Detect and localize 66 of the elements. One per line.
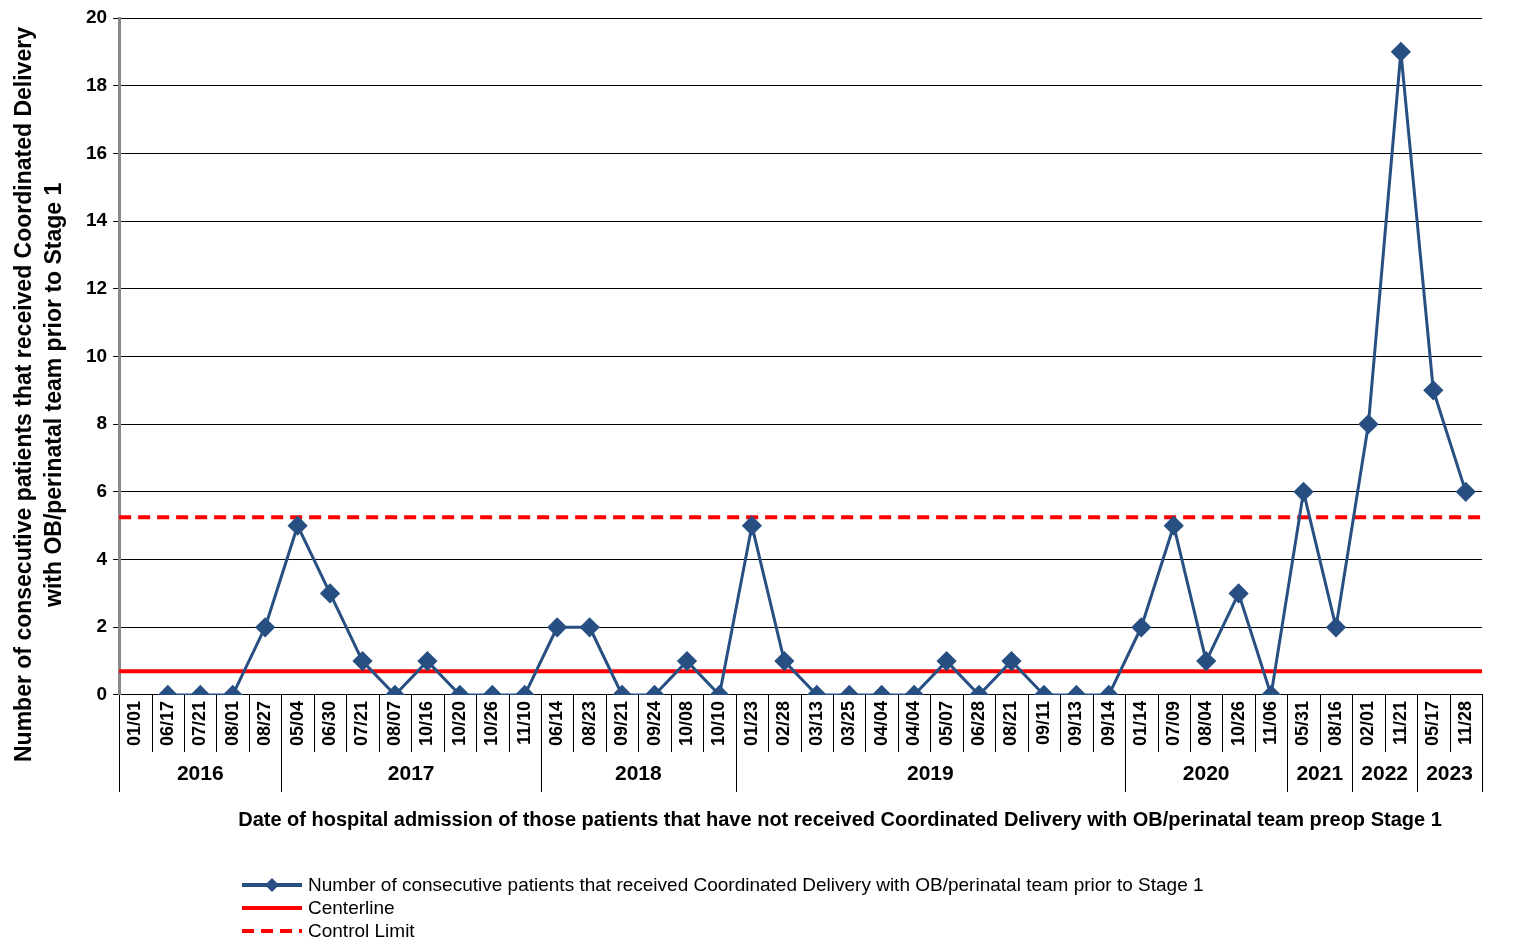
- y-tick-label: 18: [85, 73, 108, 95]
- x-tick-label: 08/16: [1324, 700, 1345, 746]
- x-tick-label: 08/07: [383, 700, 404, 746]
- legend-label: Number of consecutive patients that received Coordinated Delivery with OB/perinatal team prior to Stage 1: [308, 873, 1204, 896]
- y-tick-label: 10: [85, 344, 108, 366]
- x-axis-title: Date of hospital admission of those patients that have not received Coordinated Delivery with OB/perinatal team preop Stage 1: [237, 807, 1443, 832]
- x-tick-label: 11/06: [1260, 700, 1281, 746]
- y-tick-label: 0: [96, 683, 108, 705]
- x-tick-label: 09/14: [1097, 700, 1118, 746]
- text: 2017: [387, 760, 435, 784]
- x-tick-label: 09/21: [611, 700, 632, 746]
- x-tick-label: 01/01: [124, 700, 145, 746]
- x-tick-label: 08/27: [254, 700, 275, 746]
- text: 2016: [176, 760, 224, 784]
- x-tick-label: 10/16: [416, 700, 437, 746]
- x-tick-label: 08/23: [578, 700, 599, 746]
- x-tick-label: 10/08: [675, 700, 696, 746]
- legend-label: Control Limit: [308, 919, 415, 942]
- x-tick-label: 06/17: [156, 700, 177, 746]
- y-tick-label: 6: [96, 480, 108, 502]
- x-tick-label: 03/13: [805, 700, 826, 746]
- y-tick-label: 16: [85, 141, 108, 163]
- x-tick-label: 05/17: [1422, 700, 1443, 746]
- x-tick-label: 10/26: [481, 700, 502, 746]
- x-tick-label: 08/04: [1195, 700, 1216, 746]
- y-tick-label: 20: [85, 6, 108, 28]
- text: 2022: [1361, 760, 1409, 784]
- x-tick-label: 04/04: [870, 700, 891, 746]
- y-tick-label: 2: [96, 615, 108, 637]
- text: 2021: [1296, 760, 1344, 784]
- x-tick-label: 07/21: [189, 700, 210, 746]
- text: 2019: [907, 760, 954, 784]
- y-tick-label: 8: [96, 412, 108, 434]
- x-tick-label: 10/10: [708, 700, 729, 746]
- x-tick-label: 01/14: [1130, 700, 1151, 746]
- x-tick-label: 05/07: [935, 700, 956, 746]
- x-tick-label: 10/26: [1227, 700, 1248, 746]
- text: 2020: [1182, 760, 1230, 784]
- x-tick-label: 02/01: [1357, 700, 1378, 746]
- text: 2023: [1426, 760, 1473, 784]
- y-tick-label: 12: [85, 277, 108, 299]
- x-tick-label: 09/13: [1065, 700, 1086, 746]
- x-tick-label: 10/20: [448, 700, 469, 746]
- x-tick-label: 08/01: [221, 700, 242, 746]
- text: 2018: [614, 760, 662, 784]
- x-tick-label: 07/09: [1162, 700, 1183, 746]
- x-tick-label: 09/24: [643, 700, 664, 746]
- x-tick-label: 11/28: [1454, 700, 1475, 746]
- legend-label: Centerline: [308, 896, 395, 919]
- x-tick-label: 09/11: [1032, 700, 1053, 746]
- x-tick-label: 11/21: [1389, 700, 1410, 746]
- x-tick-label: 08/21: [1000, 700, 1021, 746]
- x-tick-label: 06/14: [546, 700, 567, 746]
- x-tick-label: 11/10: [513, 700, 534, 746]
- x-tick-label: 01/23: [740, 700, 761, 746]
- y-tick-label: 4: [96, 547, 108, 569]
- y-axis-title: Number of consecutive patients that received Coordinated Delivery with OB/perinatal team prior to Stage 1: [10, 27, 66, 763]
- x-tick-label: 05/04: [286, 700, 307, 746]
- y-tick-label: 14: [85, 209, 108, 231]
- x-tick-label: 06/30: [319, 700, 340, 746]
- x-tick-label: 02/28: [773, 700, 794, 746]
- x-tick-label: 03/25: [838, 700, 859, 746]
- x-tick-label: 06/28: [968, 700, 989, 746]
- x-tick-label: 05/31: [1292, 700, 1313, 746]
- x-tick-label: 07/21: [351, 700, 372, 746]
- x-tick-label: 04/04: [903, 700, 924, 746]
